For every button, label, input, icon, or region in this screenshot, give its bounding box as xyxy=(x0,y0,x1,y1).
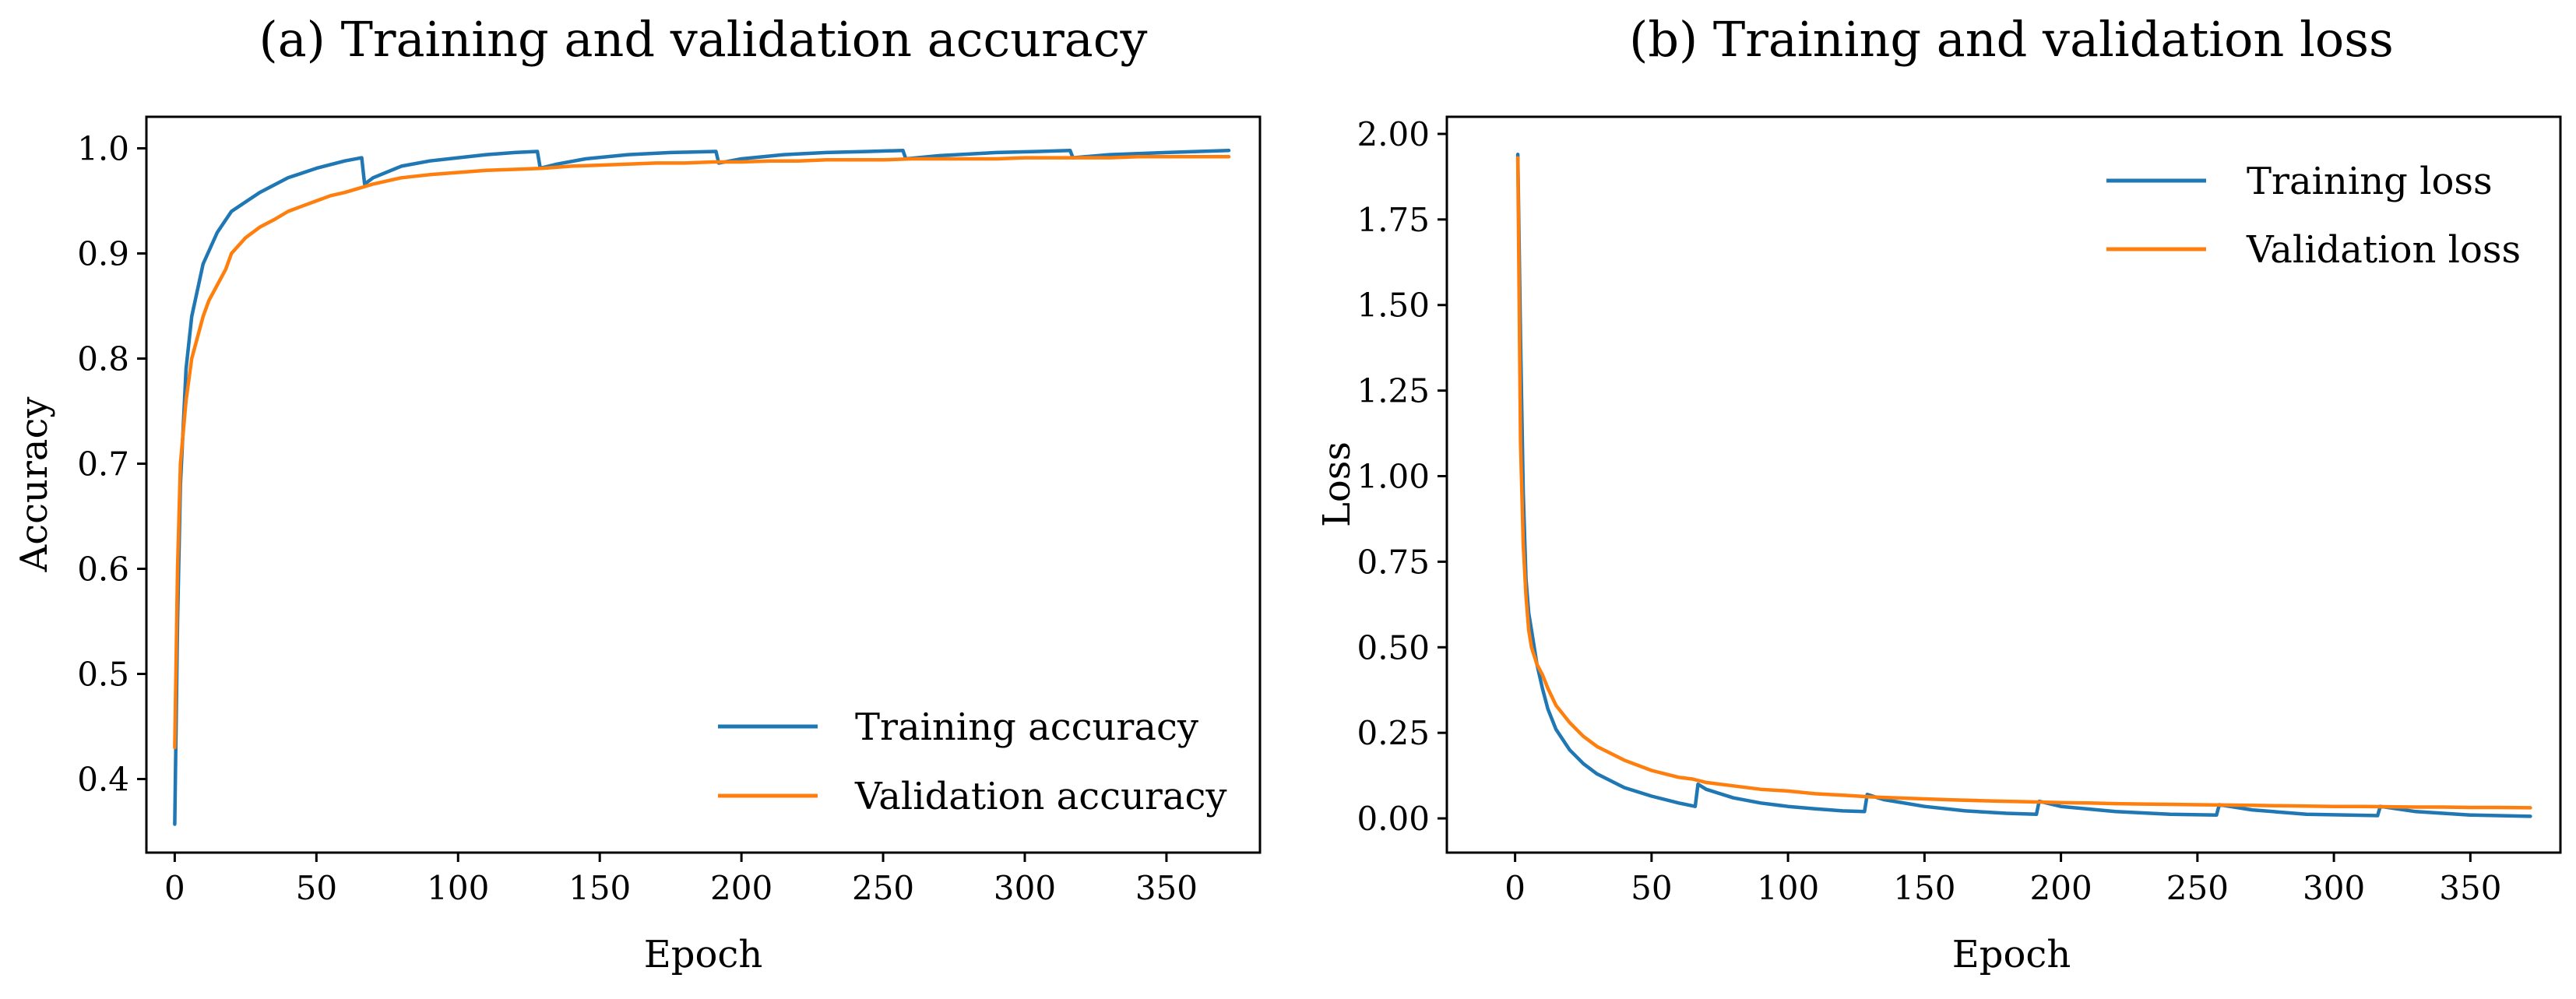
accuracy-y-tick-label: 0.4 xyxy=(77,761,129,799)
accuracy-y-tick-label: 0.8 xyxy=(77,340,129,378)
loss-y-tick-label: 1.25 xyxy=(1357,372,1430,410)
accuracy-y-axis-label: Accuracy xyxy=(12,397,56,573)
accuracy-validation-accuracy-line xyxy=(173,155,1231,750)
accuracy-y-tick-label: 0.7 xyxy=(77,445,129,484)
loss-x-axis-label: Epoch xyxy=(1952,933,2071,976)
loss-y-tick-label: 0.50 xyxy=(1357,628,1430,667)
accuracy-plot-frame xyxy=(145,115,1262,854)
accuracy-x-tick-label: 300 xyxy=(994,869,1056,907)
loss-x-tick-label: 250 xyxy=(2166,869,2229,907)
loss-x-tick-label: 150 xyxy=(1893,869,1955,907)
accuracy-y-tick-label: 0.5 xyxy=(77,656,129,694)
loss-y-tick-label: 0.00 xyxy=(1357,800,1430,838)
accuracy-x-tick-label: 100 xyxy=(427,869,489,907)
loss-x-tick-label: 300 xyxy=(2303,869,2365,907)
accuracy-training-accuracy-line xyxy=(173,148,1231,826)
loss-legend: Training loss Validation loss xyxy=(2106,160,2521,272)
loss-y-tick-label: 1.50 xyxy=(1357,287,1430,325)
accuracy-legend: Training accuracy Validation accuracy xyxy=(718,705,1227,818)
loss-y-tick-label: 2.00 xyxy=(1357,115,1430,153)
legend-label-validation-loss: Validation loss xyxy=(2246,228,2521,272)
loss-chart-title: (b) Training and validation loss xyxy=(1629,11,2394,68)
accuracy-y-tick-label: 0.6 xyxy=(77,551,129,589)
loss-plot-frame xyxy=(1445,115,2562,854)
accuracy-x-tick-label: 50 xyxy=(296,869,337,907)
legend-label-validation-accuracy: Validation accuracy xyxy=(854,775,1227,818)
loss-chart-panel: (b) Training and validation loss 0 50 100 1… xyxy=(1315,11,2562,976)
accuracy-x-tick-label: 350 xyxy=(1135,869,1198,907)
loss-x-tick-label: 0 xyxy=(1504,869,1526,907)
legend-label-training-accuracy: Training accuracy xyxy=(855,705,1198,749)
loss-x-tick-label: 200 xyxy=(2030,869,2092,907)
accuracy-x-axis-label: Epoch xyxy=(644,933,762,976)
loss-x-tick-label: 350 xyxy=(2439,869,2501,907)
loss-x-tick-label: 50 xyxy=(1631,869,1672,907)
legend-label-training-loss: Training loss xyxy=(2247,160,2493,203)
loss-y-tick-label: 1.00 xyxy=(1357,458,1430,496)
accuracy-y-tick-label: 0.9 xyxy=(77,235,129,273)
accuracy-x-tick-label: 200 xyxy=(710,869,772,907)
accuracy-x-tick-label: 0 xyxy=(164,869,185,907)
loss-y-tick-label: 0.75 xyxy=(1357,543,1430,581)
loss-x-tick-label: 100 xyxy=(1757,869,1819,907)
loss-y-tick-label: 1.75 xyxy=(1357,201,1430,239)
accuracy-chart-title: (a) Training and validation accuracy xyxy=(259,11,1148,68)
loss-validation-loss-line xyxy=(1515,156,2532,810)
loss-y-axis-label: Loss xyxy=(1315,441,1359,527)
accuracy-x-tick-label: 150 xyxy=(568,869,631,907)
accuracy-chart-panel: (a) Training and validation accuracy 0 50… xyxy=(12,11,1262,976)
loss-y-tick-label: 0.25 xyxy=(1357,714,1430,752)
accuracy-y-tick-label: 1.0 xyxy=(77,130,129,168)
accuracy-x-tick-label: 250 xyxy=(852,869,914,907)
